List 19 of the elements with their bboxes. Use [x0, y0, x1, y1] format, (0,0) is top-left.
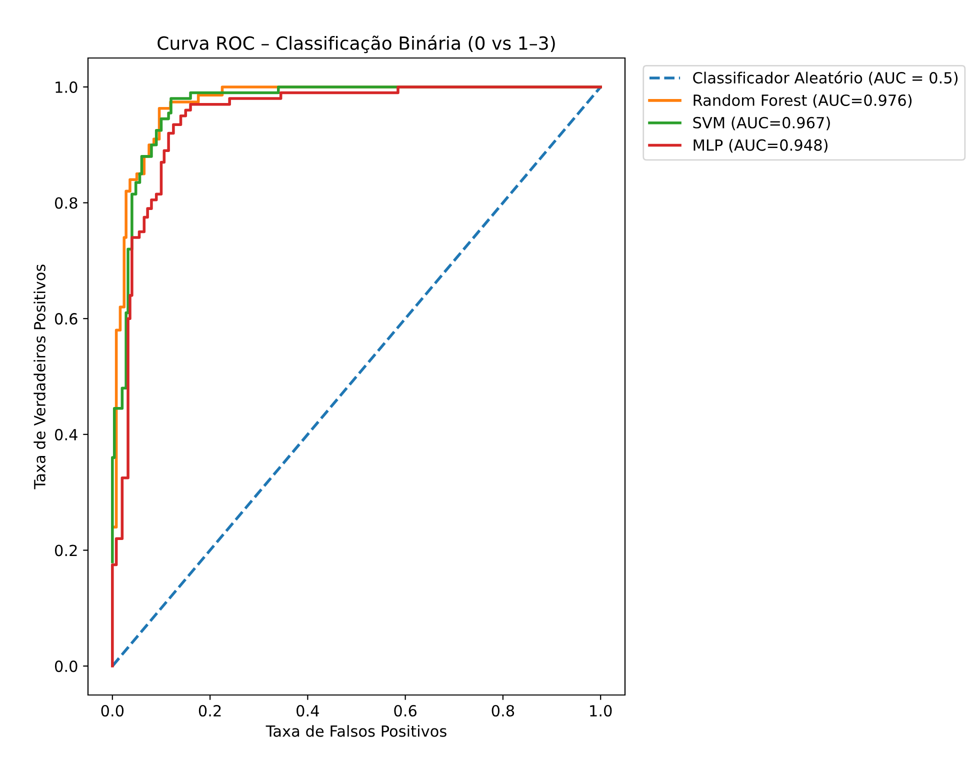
y-tick-label: 1.0	[56, 81, 78, 93]
x-tick-label: 0.4	[296, 704, 319, 717]
legend-label: SVM (AUC=0.967)	[693, 116, 830, 130]
y-tick-label: 0.2	[54, 544, 77, 556]
x-tick-label: 0.8	[492, 704, 514, 717]
y-tick-label: 0.0	[54, 660, 78, 672]
y-tick-label: 0.4	[54, 428, 78, 440]
y-tick-label: 0.6	[54, 313, 78, 325]
y-tick-label: 0.8	[54, 197, 78, 209]
chart-title: Curva ROC – Classificação Binária (0 vs 1–3)	[158, 35, 555, 54]
y-axis-title: Taxa de Verdadeiros Positivos	[34, 264, 46, 490]
legend-label: MLP (AUC=0.948)	[694, 139, 828, 153]
legend-label: Random Forest (AUC=0.976)	[694, 94, 912, 108]
x-tick-label: 0.0	[101, 704, 124, 717]
x-tick-label: 0.6	[394, 704, 417, 717]
x-axis-title: Taxa de Falsos Positivos	[266, 725, 446, 737]
legend-label: Classificador Aleatório (AUC = 0.5)	[693, 71, 958, 86]
x-tick-label: 1.0	[590, 704, 612, 717]
x-tick-label: 0.2	[198, 704, 221, 717]
